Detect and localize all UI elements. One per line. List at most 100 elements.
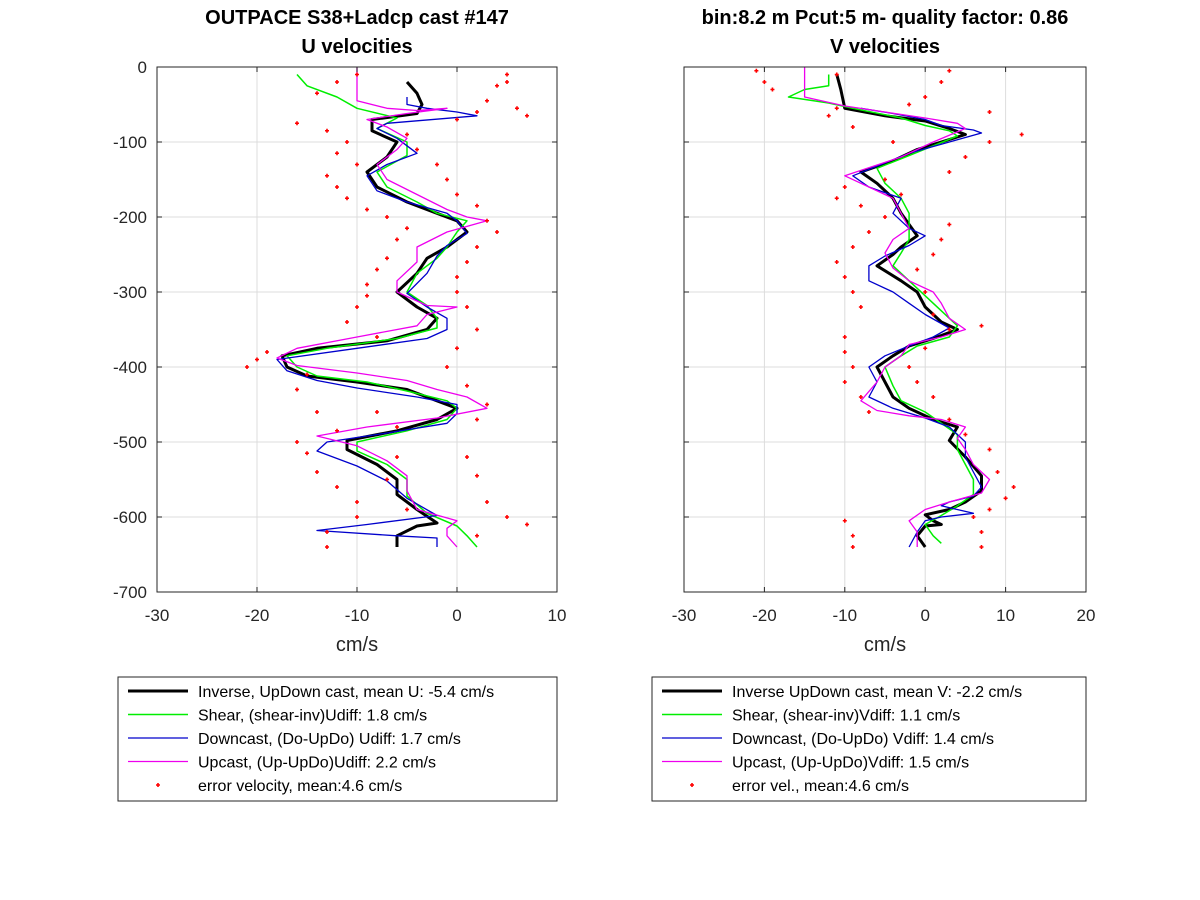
v-error-vel-point — [931, 252, 936, 257]
v-error-vel-point — [939, 237, 944, 242]
u-error-velocity-point — [345, 196, 349, 201]
u-error-velocity-point — [485, 500, 489, 504]
v-x-tick-label: 20 — [1077, 606, 1096, 625]
u-legend: Inverse, UpDown cast, mean U: -5.4 cm/s S… — [117, 676, 558, 802]
u-error-velocity-point — [475, 533, 479, 538]
v-x-ticks: -30 -20 -10 0 10 20 — [672, 67, 1096, 625]
v-upcast-line — [803, 67, 991, 547]
v-error-vel-point — [850, 290, 855, 294]
v-error-vel-point — [963, 155, 968, 159]
u-error-velocity-point — [385, 477, 389, 482]
u-error-velocity-point — [265, 350, 269, 354]
u-series-layer — [245, 67, 529, 549]
u-error-velocity-point — [315, 410, 319, 414]
v-error-vel-point — [842, 275, 847, 279]
v-error-vel-point — [987, 447, 992, 452]
u-y-tick-label: -200 — [113, 208, 147, 227]
v-x-tick-label: 10 — [996, 606, 1015, 625]
u-y-tick-label: -300 — [113, 283, 147, 302]
u-error-velocity-point — [475, 417, 479, 422]
v-error-vel-point — [987, 110, 992, 114]
u-error-velocity-point — [485, 402, 489, 407]
v-error-vel-point — [995, 470, 1000, 474]
v-error-vel-point — [931, 312, 936, 317]
v-error-vel-point — [842, 518, 847, 523]
u-velocity-panel: OUTPACE S38+Ladcp cast #147 U velocities… — [113, 7, 566, 656]
u-error-velocity-point — [335, 485, 339, 489]
u-error-velocity-point — [465, 260, 469, 264]
u-error-velocity-point — [355, 72, 359, 77]
v-error-vel-point — [762, 80, 767, 84]
v-error-vel-point — [947, 170, 952, 174]
v-error-vel-point — [858, 203, 863, 208]
v-shear-line — [787, 74, 975, 544]
u-y-tick-label: -100 — [113, 133, 147, 152]
u-error-velocity-point — [445, 177, 449, 182]
v-error-vel-point — [842, 335, 847, 339]
v-error-vel-point — [899, 192, 904, 197]
v-x-axis-label: cm/s — [864, 634, 906, 656]
u-error-velocity-point — [465, 305, 469, 309]
v-error-vel-point — [883, 215, 887, 219]
u-error-velocity-point — [305, 451, 309, 456]
u-error-velocity-point — [415, 147, 419, 152]
v-error-vel-point — [850, 245, 855, 249]
u-error-velocity-point — [345, 140, 349, 144]
v-error-vel-point — [883, 177, 887, 182]
u-x-tick-label: -30 — [145, 606, 170, 625]
v-error-vel-point — [842, 350, 847, 354]
u-error-velocity-point — [515, 106, 519, 111]
v-error-vel-point — [987, 507, 992, 512]
v-error-vel-point — [850, 533, 855, 538]
v-error-vel-point — [850, 365, 855, 369]
u-error-velocity-point — [465, 455, 469, 459]
v-error-vel-point — [947, 327, 952, 332]
u-error-velocity-point — [395, 237, 399, 242]
u-x-tick-label: 0 — [452, 606, 461, 625]
u-y-ticks: 0 -100 -200 -300 -400 -500 -600 -700 — [113, 58, 557, 602]
u-error-velocity-point — [435, 162, 439, 167]
u-x-tick-label: 10 — [548, 606, 567, 625]
u-x-ticks: -30 -20 -10 0 10 — [145, 67, 567, 625]
u-error-velocity-point — [295, 387, 299, 392]
u-error-velocity-point — [355, 305, 359, 309]
v-velocity-panel: bin:8.2 m Pcut:5 m- quality factor: 0.86… — [672, 7, 1096, 656]
u-error-velocity-point — [495, 83, 499, 88]
u-error-velocity-point — [325, 545, 329, 549]
u-y-tick-label: -600 — [113, 508, 147, 527]
u-error-velocity-point — [455, 117, 459, 122]
v-error-vel-point — [971, 515, 976, 519]
v-error-vel-point — [947, 68, 952, 73]
u-legend-label: Inverse, UpDown cast, mean U: -5.4 cm/s — [198, 684, 494, 701]
u-error-velocity-point — [405, 132, 409, 137]
v-legend-label: Downcast, (Do-UpDo) Vdiff: 1.4 cm/s — [732, 731, 994, 748]
u-error-velocity-point — [395, 455, 399, 459]
v-error-vel-point — [834, 260, 839, 264]
v-error-vel-point — [979, 530, 984, 534]
u-error-velocity-point — [355, 500, 359, 504]
u-error-velocity-point — [525, 113, 529, 118]
u-error-velocity-point — [395, 425, 399, 429]
u-y-tick-label: -700 — [113, 583, 147, 602]
u-error-velocity-point — [475, 203, 479, 208]
u-downcast-line — [276, 97, 478, 547]
u-error-velocity-point — [485, 218, 489, 223]
u-error-velocity-point — [345, 320, 349, 324]
u-x-tick-label: -10 — [345, 606, 370, 625]
v-plot-frame — [683, 66, 1087, 593]
u-error-velocity-point — [455, 290, 459, 294]
u-error-velocity-point — [315, 470, 319, 474]
v-error-vel-point — [842, 185, 847, 189]
u-error-velocity-point — [505, 72, 509, 77]
u-error-velocity-point — [475, 110, 479, 114]
v-inverse-line — [835, 74, 983, 548]
v-error-vel-point — [979, 545, 984, 549]
u-error-velocity-point — [245, 365, 249, 369]
u-legend-label: error velocity, mean:4.6 cm/s — [198, 778, 402, 795]
v-x-tick-label: -30 — [672, 606, 697, 625]
u-error-velocity-point — [365, 207, 369, 212]
v-y-ticks — [684, 66, 1086, 593]
u-error-velocity-point — [505, 515, 509, 519]
u-error-velocity-point — [335, 80, 339, 84]
